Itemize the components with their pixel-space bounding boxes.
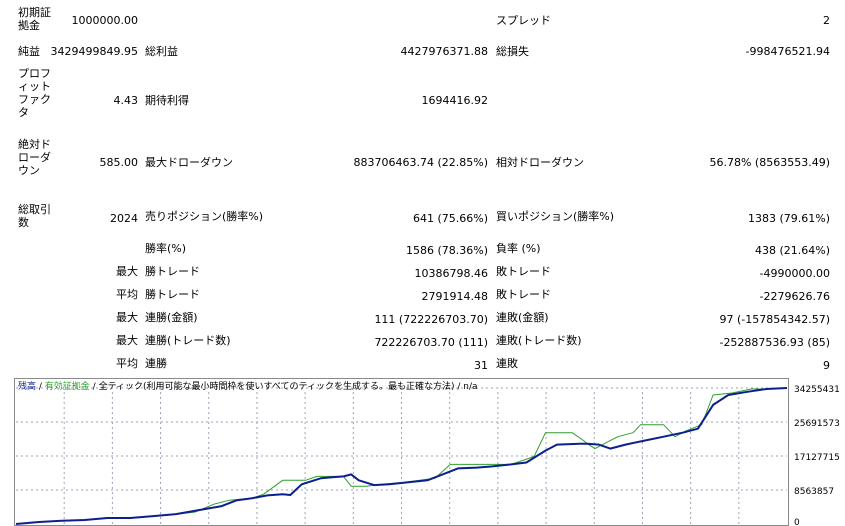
largest-loss-value: -4990000.00 [759, 267, 830, 280]
max-consec-wins-count-label: 連勝(トレード数) [145, 334, 231, 347]
long-positions-label: 買いポジション(勝率%) [496, 210, 615, 223]
max-consec-wins-money-label: 連勝(金額) [145, 311, 198, 324]
max-consec-count-prefix: 最大 [116, 334, 138, 347]
maximal-drawdown-value: 883706463.74 (22.85%) [353, 156, 488, 169]
relative-drawdown-value: 56.78% (8563553.49) [709, 156, 830, 169]
series-layer [15, 387, 788, 525]
net-profit-value: 3429499849.95 [50, 45, 138, 58]
legend-balance: 残高 [18, 380, 36, 392]
absolute-drawdown-value: 585.00 [99, 156, 139, 169]
initial-deposit-value: 1000000.00 [71, 14, 138, 27]
legend-sep1: / [36, 382, 45, 392]
balance-series-line [15, 387, 788, 525]
win-rate-value: 1586 (78.36%) [405, 244, 488, 257]
max-consec-wins-money-value: 111 (722226703.70) [374, 313, 488, 326]
profit-factor-value: 4.43 [113, 94, 139, 107]
loss-rate-value: 438 (21.64%) [754, 244, 830, 257]
y-tick-label: 8563857 [794, 487, 834, 497]
largest-win-value: 10386798.46 [414, 267, 488, 280]
gross-loss-value: -998476521.94 [745, 45, 830, 58]
largest-prefix: 最大 [116, 265, 138, 278]
y-tick-label: 25691573 [794, 419, 840, 429]
legend-sep2: / [90, 382, 99, 392]
loss-rate-label: 負率 (%) [496, 242, 541, 255]
spread-label: スプレッド [496, 14, 551, 27]
max-consec-losses-money-value: 97 (-157854342.57) [719, 313, 830, 326]
average-loss-value: -2279626.76 [759, 290, 830, 303]
max-consec-losses-count-value: -252887536.93 (85) [719, 336, 830, 349]
total-trades-value: 2024 [110, 212, 138, 225]
gross-profit-value: 4427976371.88 [400, 45, 488, 58]
legend-equity: 有効証拠金 [45, 380, 90, 392]
absolute-drawdown-label: 絶対ドローダウン [18, 138, 51, 177]
avg-consec-prefix: 平均 [116, 357, 138, 370]
avg-consec-losses-label: 連敗 [496, 357, 518, 370]
win-rate-label: 勝率(%) [145, 242, 187, 255]
average-win-label: 勝トレード [145, 288, 200, 301]
max-consec-losses-money-label: 連敗(金額) [496, 311, 549, 324]
grid [16, 387, 787, 524]
legend-model: 全ティック(利用可能な最小時間枠を使いすべてのティックを生成する。最も正確な方法… [99, 380, 455, 392]
average-win-value: 2791914.48 [421, 290, 488, 303]
long-positions-value: 1383 (79.61%) [747, 212, 830, 225]
expected-payoff-value: 1694416.92 [421, 94, 488, 107]
chart-legend: 残高 / 有効証拠金 / 全ティック(利用可能な最小時間枠を使いすべてのティック… [18, 380, 478, 392]
y-tick-label: 34255431 [794, 385, 840, 395]
average-prefix: 平均 [116, 288, 138, 301]
balance-equity-chart: 34255431 25691573 17127715 8563857 0 残高 / 有効… [14, 378, 840, 526]
average-loss-label: 敗トレード [496, 288, 551, 301]
total-trades-label: 総取引数 [18, 203, 51, 229]
short-positions-label: 売りポジション(勝率%) [145, 210, 264, 223]
max-consec-losses-count-label: 連敗(トレード数) [496, 334, 582, 347]
y-tick-label: 17127715 [794, 453, 840, 463]
gross-loss-label: 総損失 [496, 45, 529, 58]
spread-value: 2 [823, 14, 830, 27]
avg-consec-wins-value: 31 [474, 359, 488, 372]
gross-profit-label: 総利益 [145, 45, 178, 58]
short-positions-value: 641 (75.66%) [412, 212, 488, 225]
legend-extra: n/a [463, 382, 477, 392]
max-consec-money-prefix: 最大 [116, 311, 138, 324]
maximal-drawdown-label: 最大ドローダウン [145, 156, 233, 169]
net-profit-label: 純益 [18, 45, 40, 58]
largest-win-label: 勝トレード [145, 265, 200, 278]
largest-loss-label: 敗トレード [496, 265, 551, 278]
expected-payoff-label: 期待利得 [145, 94, 189, 107]
avg-consec-wins-label: 連勝 [145, 357, 167, 370]
relative-drawdown-label: 相対ドローダウン [496, 156, 584, 169]
y-tick-label: 0 [794, 518, 800, 526]
avg-consec-losses-value: 9 [823, 359, 830, 372]
initial-deposit-label: 初期証拠金 [18, 6, 51, 32]
legend-sep3: / [455, 382, 464, 392]
y-axis: 34255431 25691573 17127715 8563857 0 [794, 385, 840, 526]
profit-factor-label: プロフィットファクタ [18, 67, 51, 119]
max-consec-wins-count-value: 722226703.70 (111) [374, 336, 488, 349]
